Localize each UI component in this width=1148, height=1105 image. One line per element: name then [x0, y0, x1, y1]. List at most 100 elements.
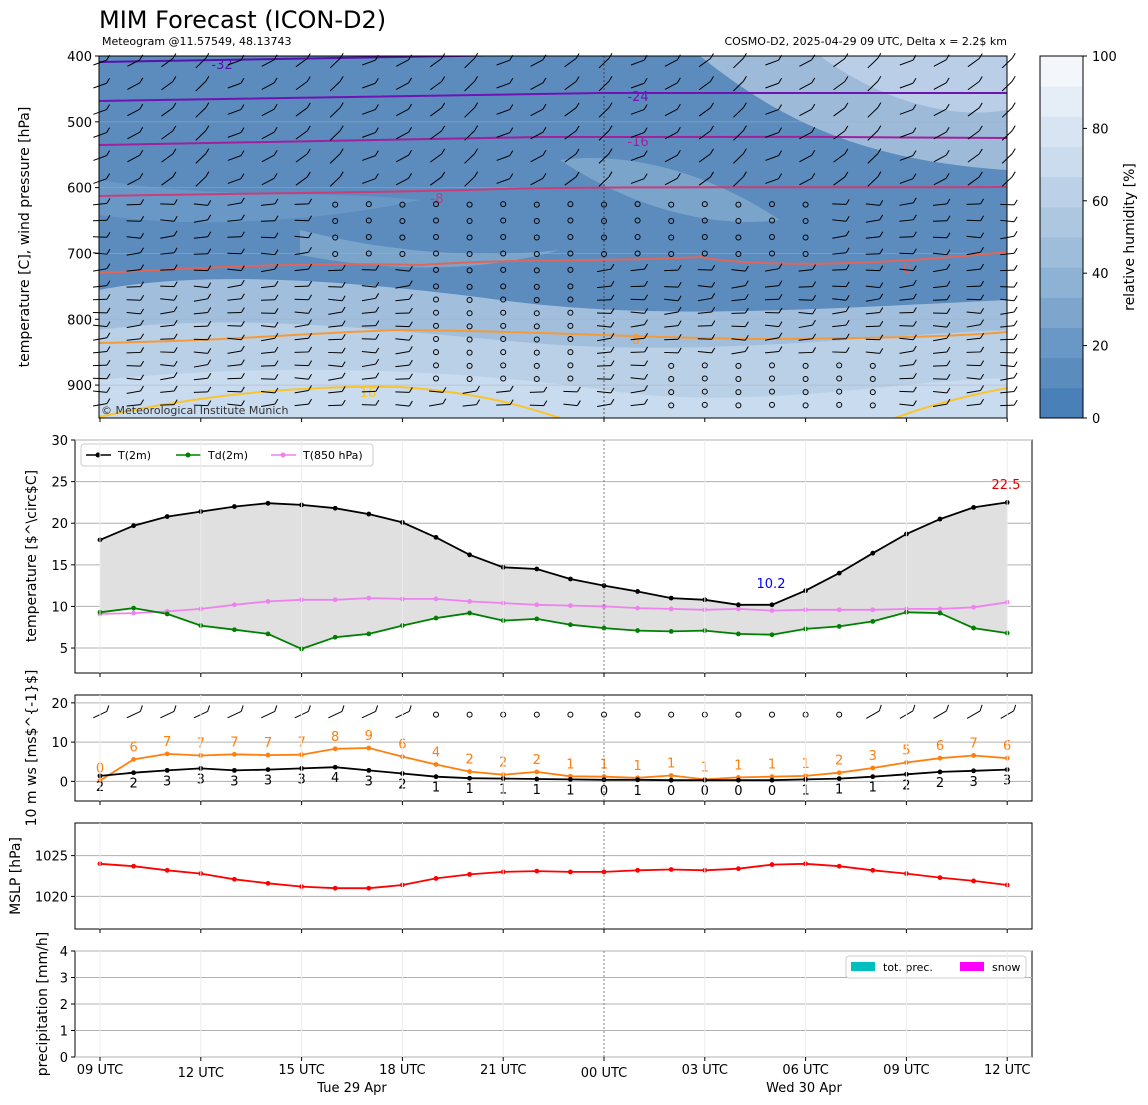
wind-barb: [294, 246, 312, 256]
wind-barb-staff: [765, 155, 779, 161]
t850-point: [736, 606, 741, 612]
wind-barb-staff: [294, 389, 309, 394]
wind-barb: [867, 171, 882, 187]
wind-barb-staff: [260, 325, 276, 328]
wind-barb-flag: [946, 198, 951, 205]
wind-barb-flag: [946, 215, 951, 222]
wind-barb-staff: [664, 108, 678, 117]
isotherm-label: -8: [431, 192, 444, 207]
wind-barb-staff: [496, 109, 510, 115]
wind-barb-staff: [261, 82, 275, 90]
calm-wind-marker: [500, 201, 507, 208]
wind-barb-staff: [227, 284, 242, 289]
wind-barb-staff: [260, 351, 276, 354]
wind-barb: [698, 171, 714, 186]
wind-barb-staff: [328, 311, 343, 315]
wind-barb-flag: [811, 173, 816, 179]
wind-barb: [966, 308, 984, 314]
wind-barb-staff: [261, 337, 275, 342]
wind-barb-flag: [710, 76, 714, 82]
wind-barb-staff: [260, 285, 276, 289]
calm-wind-marker: [701, 401, 708, 408]
wind-barb-flag: [306, 148, 311, 155]
wind-barb-flag: [744, 280, 749, 286]
wind-barb-staff: [328, 364, 343, 368]
wind-barb-staff: [193, 219, 208, 223]
wind-barb-flag: [140, 199, 145, 205]
mslp-point: [568, 869, 573, 875]
wind-barb: [395, 321, 413, 328]
mslp-point: [131, 863, 137, 869]
wind-barb: [127, 126, 144, 140]
wind-barb-flag: [273, 103, 278, 110]
wind-barb-staff: [160, 390, 175, 393]
wind-barb: [832, 216, 850, 222]
wind-barb-staff: [430, 130, 442, 140]
wind-barb: [93, 263, 111, 272]
wind-barb: [260, 249, 279, 256]
wind-barb-flag: [1011, 125, 1016, 131]
isotherm-line: [99, 186, 1007, 197]
wind-barb-flag: [308, 333, 312, 339]
calm-wind-marker: [836, 711, 843, 718]
wind-barb-flag: [778, 346, 783, 352]
wind-barb-staff: [261, 268, 275, 273]
wind-barb: [227, 173, 245, 184]
isotherm-line: [99, 135, 1007, 146]
humidity-contour: [820, 56, 1007, 113]
wind-barb-staff: [295, 176, 308, 186]
legend-t850: T(850 hPa): [302, 449, 363, 462]
wind-barb-flag: [240, 400, 245, 406]
wind-barb-flag: [643, 77, 648, 84]
wind-barb-flag: [778, 127, 783, 133]
mslp-point: [232, 876, 237, 882]
wind-barb: [933, 263, 951, 273]
wind-barb-staff: [833, 81, 846, 91]
wind-barb-flag: [778, 321, 783, 327]
wind-barb-staff: [933, 131, 947, 140]
wind-barb: [395, 265, 413, 272]
wind-barb-flag: [408, 149, 413, 156]
wind-barb-staff: [496, 155, 510, 161]
wind-barb-staff: [630, 403, 645, 407]
calm-wind-marker: [533, 711, 540, 718]
calm-wind-marker: [466, 283, 473, 290]
wind-barb-staff: [430, 81, 442, 91]
wind-barb-flag: [879, 320, 884, 327]
wind-barb-flag: [711, 293, 716, 299]
wind-barb-flag: [273, 173, 278, 179]
wind-barb: [932, 387, 951, 394]
wind-barb: [92, 307, 111, 314]
wind-barb-staff: [899, 59, 914, 66]
wind-barb-flag: [106, 198, 111, 204]
wind-speed-value-label: 0: [734, 784, 742, 799]
wind-barb: [832, 199, 850, 205]
wind-barb: [362, 150, 379, 161]
wind-barb-staff: [462, 390, 477, 394]
wind-barb-staff: [698, 130, 711, 140]
calm-wind-marker: [836, 388, 843, 395]
wind-barb-flag: [912, 400, 917, 406]
wind-barb: [664, 173, 681, 186]
wind-barb-flag: [205, 102, 210, 108]
wind-barb: [630, 150, 648, 161]
wind-barb-staff: [93, 59, 107, 66]
wind-barb-flag: [308, 232, 312, 238]
wind-barb: [530, 126, 547, 140]
wind-barb-flag: [339, 102, 344, 108]
wind-barb-flag: [408, 294, 413, 300]
wind-barb-flag: [610, 398, 615, 405]
wind-barb-flag: [374, 173, 379, 179]
wind-barb: [899, 104, 917, 115]
gust-point: [433, 762, 439, 767]
wind-barb: [832, 264, 850, 271]
wind-barb-flag: [139, 173, 144, 179]
wind-barb-staff: [932, 325, 948, 328]
wind-barb: [966, 198, 985, 205]
wind-barb-flag: [306, 171, 311, 178]
wind-barb: [395, 103, 413, 117]
calm-wind-marker: [466, 267, 473, 274]
wind-barb: [193, 231, 212, 239]
wind-speed-value-label: 3: [365, 774, 373, 789]
wind-barb: [261, 126, 278, 140]
